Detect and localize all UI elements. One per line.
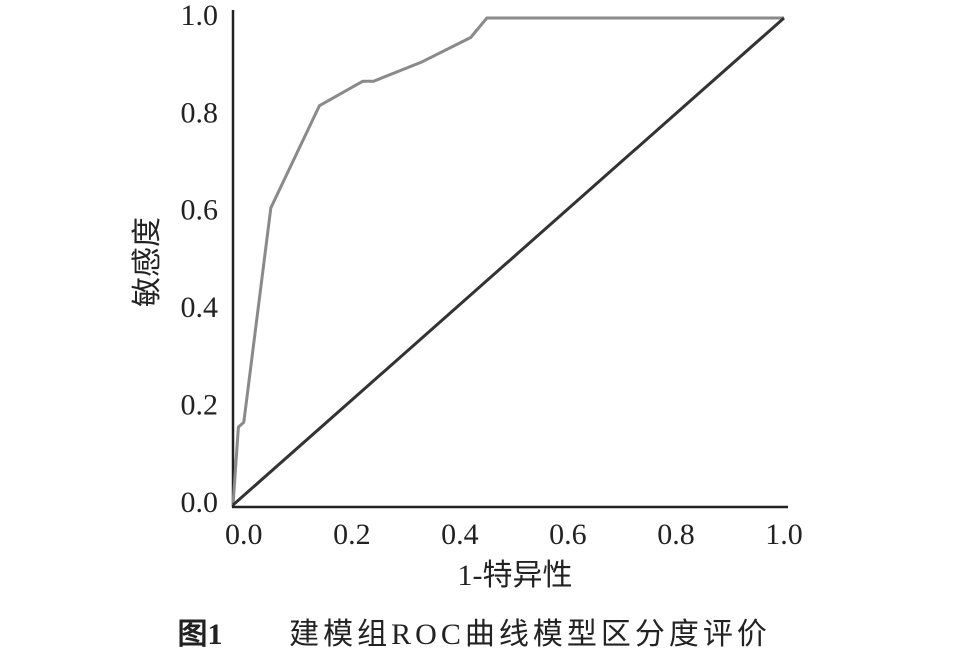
y-tick-label: 1.0 (181, 0, 219, 32)
y-axis-label: 敏感度 (131, 217, 164, 307)
x-tick-label: 0.2 (333, 518, 371, 551)
x-tick-label: 0.0 (225, 518, 263, 551)
x-tick-label: 0.8 (657, 518, 695, 551)
y-tick-label: 0.6 (181, 194, 219, 227)
y-tick-label: 0.2 (181, 388, 219, 421)
caption-number: 图1 (178, 618, 223, 651)
line (232, 16, 785, 507)
line (231, 16, 784, 506)
x-tick-label: 0.4 (441, 518, 479, 551)
y-tick-label: 0.8 (181, 96, 219, 129)
y-tick-label: 0.0 (181, 486, 219, 519)
caption: 建模组ROC曲线模型区分度评价 (289, 618, 771, 651)
x-axis-label: 1-特异性 (458, 559, 573, 592)
y-tick-label: 0.4 (181, 291, 219, 324)
x-tick-label: 1.0 (765, 518, 803, 551)
x-tick-label: 0.6 (549, 518, 587, 551)
